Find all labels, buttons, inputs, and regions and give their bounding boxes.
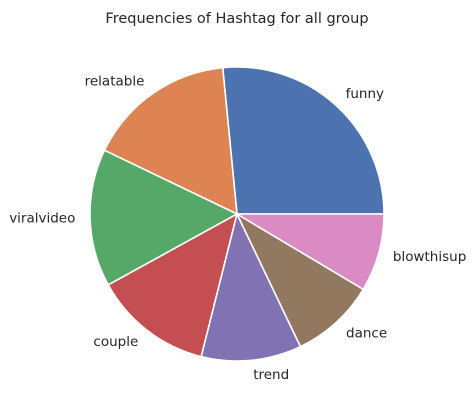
slice-label-relatable: relatable xyxy=(85,74,145,90)
chart-title: Frequencies of Hashtag for all group xyxy=(105,11,368,27)
pie-slice-viralvideo xyxy=(89,149,238,286)
slice-label-trend: trend xyxy=(253,367,289,383)
pie-slice-relatable xyxy=(103,66,238,215)
pie-slice-blowthisup xyxy=(236,213,385,291)
pie-labels: funny relatable viralvideo couple trend dance… xyxy=(9,74,466,383)
pie-slices xyxy=(89,66,385,362)
slice-label-viralvideo: viralvideo xyxy=(9,211,75,227)
slice-label-couple: couple xyxy=(93,334,138,350)
pie-slice-couple xyxy=(107,213,238,358)
slice-label-blowthisup: blowthisup xyxy=(393,249,466,265)
pie-slice-funny xyxy=(221,66,385,215)
slice-label-dance: dance xyxy=(346,325,387,341)
pie-slice-dance xyxy=(236,213,365,348)
slice-label-funny: funny xyxy=(346,86,384,102)
pie-slice-trend xyxy=(200,213,302,362)
